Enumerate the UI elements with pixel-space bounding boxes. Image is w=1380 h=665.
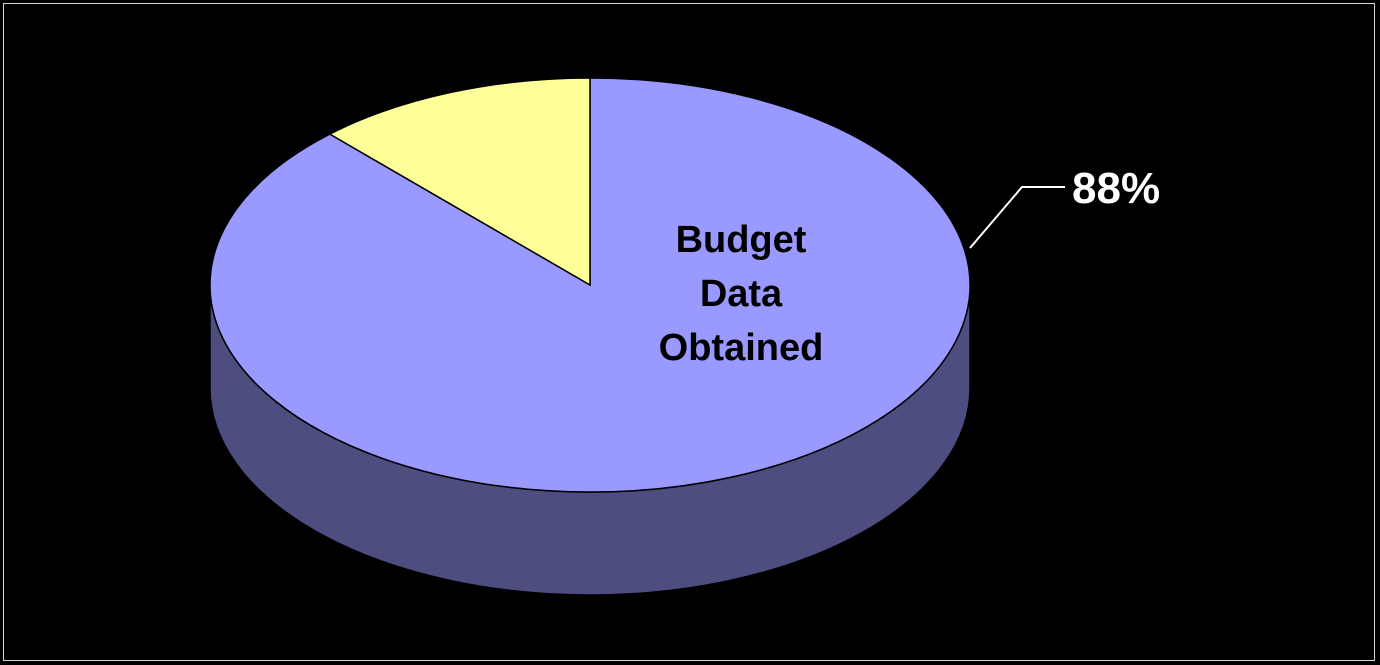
pie-top-faces (209, 77, 971, 493)
pie-slice-12 (328, 77, 591, 287)
slice-value-label-88: 88% (1072, 164, 1160, 213)
slice-label-budget-data-obtained: Budget Data Obtained (659, 219, 824, 369)
slice-label-line-0: Budget (676, 219, 807, 261)
slice-label-line-1: Data (700, 273, 783, 315)
leader-line-88 (969, 186, 1065, 249)
pie-slice-88 (209, 77, 971, 493)
slice-label-line-2: Obtained (659, 327, 824, 369)
